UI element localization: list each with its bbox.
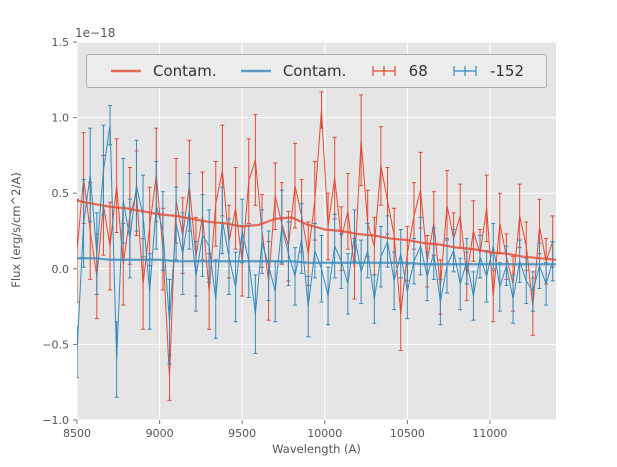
legend-item-contam-blue: Contam. — [239, 62, 347, 80]
blue-line-glyph-icon — [239, 64, 273, 78]
legend-label: -152 — [489, 62, 524, 80]
red-line-glyph-icon — [109, 64, 143, 78]
legend-label: Contam. — [153, 62, 217, 80]
errorbar-series--152 — [77, 105, 555, 398]
plot-background — [77, 42, 556, 420]
y-tick-label: 1.5 — [52, 36, 70, 49]
y-tick-label: 1.0 — [52, 112, 70, 125]
x-tick-label: 8500 — [63, 427, 91, 440]
blue-errorbar-glyph-icon — [450, 63, 480, 79]
contam-line-Contam. — [77, 199, 556, 261]
y-tick-label: 0.0 — [52, 263, 70, 276]
series-layer — [77, 91, 556, 401]
y-tick-label: −0.5 — [42, 338, 69, 351]
y-axis-label: Flux (erg/s/cm^2/A) — [9, 172, 23, 288]
y-tick-label: 0.5 — [52, 187, 70, 200]
legend: Contam. Contam. 68 -152 — [86, 54, 547, 88]
x-tick-label: 10500 — [390, 427, 425, 440]
x-tick-label: 10000 — [307, 427, 342, 440]
contam-line-Contam. — [77, 257, 556, 266]
x-axis-label: Wavelength (A) — [272, 442, 361, 456]
x-tick-label: 11000 — [472, 427, 507, 440]
legend-label: Contam. — [282, 62, 347, 80]
legend-label: 68 — [408, 62, 428, 80]
legend-item-contam-red: Contam. — [109, 62, 217, 80]
red-errorbar-glyph-icon — [369, 63, 399, 79]
x-tick-label: 9500 — [228, 427, 256, 440]
x-tick-label: 9000 — [146, 427, 174, 440]
y-axis-offset-label: 1e−18 — [75, 26, 116, 40]
y-tick-label: −1.0 — [42, 414, 69, 427]
legend-item-neg152: -152 — [450, 62, 524, 80]
legend-item-68: 68 — [369, 62, 428, 80]
